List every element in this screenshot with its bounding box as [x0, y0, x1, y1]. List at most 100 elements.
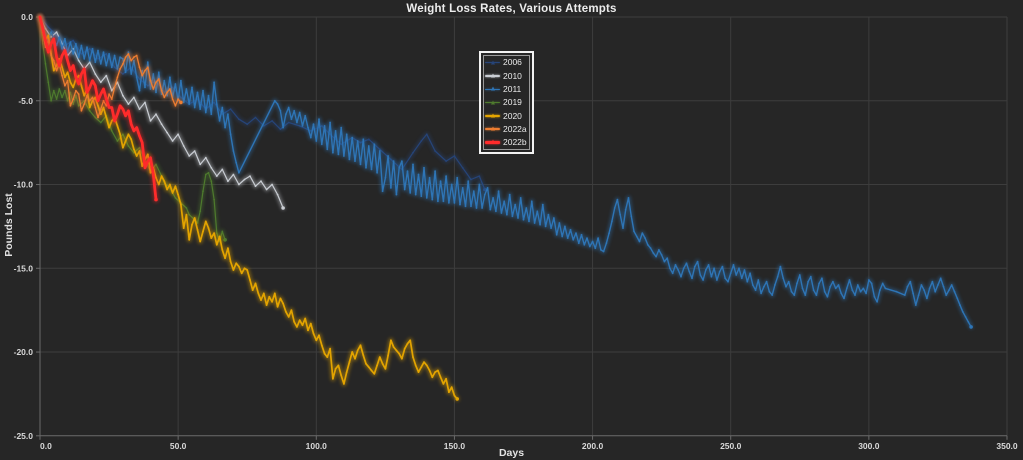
- data-point-marker: [254, 282, 257, 285]
- data-point-marker: [166, 188, 169, 191]
- data-point-marker: [218, 235, 221, 238]
- legend[interactable]: 2006 2010 2011 2019 2020 2022a 2022b: [479, 51, 534, 155]
- data-point-marker: [948, 289, 950, 291]
- data-point-marker: [75, 76, 77, 79]
- data-point-marker: [191, 86, 193, 89]
- data-point-marker: [934, 290, 937, 293]
- data-point-marker: [99, 121, 102, 124]
- data-point-marker: [619, 213, 622, 216]
- data-point-marker: [99, 93, 102, 95]
- data-point-marker: [362, 354, 365, 357]
- data-point-marker: [428, 369, 431, 372]
- data-point-marker: [917, 294, 920, 296]
- data-point-marker: [80, 44, 83, 47]
- data-point-marker: [298, 111, 301, 114]
- chart-title: Weight Loss Rates, Various Attempts: [406, 3, 617, 15]
- data-point-marker: [528, 220, 530, 223]
- data-point-marker: [765, 280, 768, 283]
- data-point-marker: [644, 237, 646, 240]
- legend-item-2020[interactable]: 2020: [485, 109, 527, 122]
- data-point-marker: [290, 309, 293, 312]
- data-point-marker: [370, 168, 373, 171]
- data-point-marker: [315, 339, 318, 342]
- data-point-marker: [635, 235, 638, 238]
- data-point-marker: [710, 275, 713, 278]
- data-point-marker: [406, 342, 409, 345]
- data-point-marker: [713, 267, 715, 270]
- data-point-marker: [434, 371, 436, 373]
- y-tick-label: -25.0: [14, 431, 34, 441]
- data-point-marker: [116, 140, 119, 142]
- data-point-marker: [472, 190, 475, 193]
- data-point-marker: [445, 175, 447, 178]
- data-point-marker: [423, 361, 425, 363]
- data-point-marker: [597, 237, 599, 240]
- data-point-marker: [815, 294, 818, 296]
- data-point-marker: [751, 284, 754, 286]
- data-point-marker: [64, 37, 66, 40]
- data-point-marker: [658, 249, 660, 251]
- data-point-marker: [221, 230, 224, 233]
- data-point-marker: [210, 180, 213, 183]
- data-point-marker: [47, 26, 50, 28]
- data-point-marker: [682, 267, 685, 270]
- data-point-marker: [417, 173, 420, 176]
- data-point-marker: [124, 114, 127, 117]
- data-point-marker: [144, 101, 146, 104]
- data-point-marker: [312, 332, 315, 335]
- data-point-marker: [448, 202, 450, 204]
- data-point-marker: [240, 272, 243, 275]
- data-point-marker: [749, 272, 751, 275]
- data-point-marker: [180, 203, 182, 206]
- legend-item-2011[interactable]: 2011: [485, 83, 527, 96]
- data-point-marker: [459, 203, 461, 206]
- data-point-marker: [238, 171, 240, 174]
- data-point-marker: [265, 188, 268, 191]
- data-point-marker: [307, 126, 309, 129]
- data-point-marker: [130, 138, 133, 141]
- data-point-marker: [105, 116, 108, 119]
- data-point-marker: [157, 78, 160, 80]
- data-point-marker: [285, 113, 287, 116]
- legend-item-2022a[interactable]: 2022a: [485, 122, 527, 135]
- data-point-marker: [155, 81, 157, 84]
- data-point-marker: [478, 175, 481, 178]
- data-point-marker: [77, 59, 80, 62]
- data-point-marker: [130, 123, 133, 126]
- data-point-marker: [660, 254, 663, 256]
- data-point-marker: [743, 269, 746, 271]
- data-point-marker: [72, 53, 75, 55]
- data-point-marker: [110, 130, 113, 132]
- data-point-marker: [519, 197, 522, 199]
- data-point-marker: [279, 109, 282, 112]
- data-point-marker: [149, 79, 152, 82]
- legend-item-2010[interactable]: 2010: [485, 69, 527, 82]
- data-point-marker: [774, 284, 776, 286]
- data-point-marker: [254, 185, 257, 188]
- data-point-marker: [724, 277, 727, 280]
- data-point-marker: [91, 79, 94, 82]
- data-point-marker: [939, 277, 942, 280]
- data-point-marker: [461, 166, 464, 169]
- data-point-marker: [345, 371, 348, 373]
- data-point-marker: [928, 287, 931, 290]
- data-point-marker: [412, 356, 414, 358]
- data-point-marker: [600, 249, 602, 251]
- data-point-marker: [204, 156, 207, 159]
- data-point-marker: [365, 362, 367, 365]
- data-point-marker: [738, 267, 740, 270]
- legend-item-2019[interactable]: 2019: [485, 96, 527, 109]
- legend-item-2006[interactable]: 2006: [485, 56, 527, 69]
- data-point-marker: [425, 133, 428, 136]
- data-point-marker: [149, 156, 152, 159]
- legend-item-2022b[interactable]: 2022b: [485, 136, 527, 149]
- data-point-marker: [180, 79, 182, 82]
- data-point-marker: [146, 66, 149, 69]
- data-point-marker: [77, 93, 80, 95]
- data-point-marker: [58, 36, 61, 38]
- data-point-marker: [602, 250, 605, 253]
- legend-marker-icon: [490, 139, 495, 144]
- data-point-marker: [398, 352, 401, 355]
- data-point-marker: [445, 160, 447, 163]
- data-point-marker: [343, 155, 345, 157]
